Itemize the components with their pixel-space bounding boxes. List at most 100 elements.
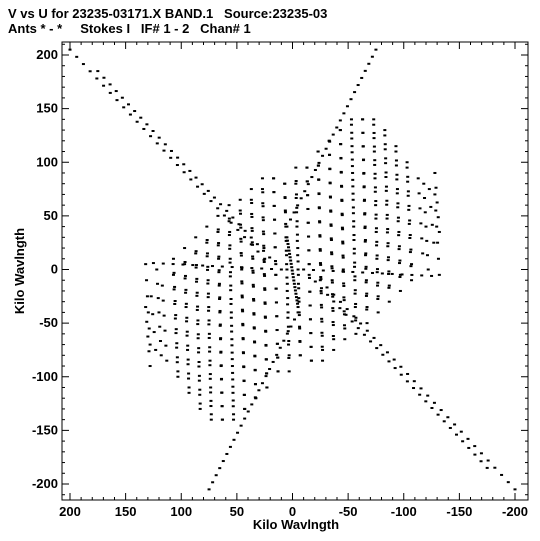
uv-point <box>359 322 363 325</box>
uv-point <box>316 164 320 167</box>
uv-point <box>202 192 206 195</box>
uv-point <box>263 257 267 260</box>
uv-point <box>354 319 358 322</box>
uv-point <box>408 236 412 239</box>
uv-point <box>284 236 288 239</box>
x-tick-label: -100 <box>391 504 417 519</box>
uv-point <box>394 159 398 162</box>
uv-point <box>374 48 378 51</box>
uv-point <box>386 242 390 245</box>
uv-point <box>240 294 244 297</box>
uv-point <box>144 263 148 266</box>
uv-point <box>219 351 223 354</box>
uv-point <box>375 257 379 260</box>
uv-point <box>185 316 189 319</box>
uv-point <box>285 282 289 285</box>
uv-point <box>197 365 201 368</box>
uv-point <box>351 270 355 273</box>
uv-point <box>208 359 212 362</box>
uv-point <box>370 55 374 58</box>
uv-point <box>206 282 210 285</box>
uv-point <box>208 346 212 349</box>
uv-point <box>240 308 244 311</box>
uv-point <box>395 178 399 181</box>
uv-point <box>362 158 366 161</box>
uv-point <box>198 407 202 410</box>
uv-point <box>171 257 175 260</box>
uv-point <box>486 459 490 462</box>
uv-point <box>285 268 289 271</box>
uv-point <box>282 339 286 342</box>
uv-point <box>209 418 213 421</box>
uv-point <box>255 243 259 246</box>
uv-point <box>196 319 200 322</box>
uv-point <box>272 204 276 207</box>
uv-point <box>420 274 424 277</box>
chart-title: V vs U for 23235-03171.X BAND.1 Source:2… <box>8 6 328 21</box>
uv-point <box>343 327 347 330</box>
uv-point <box>319 292 323 295</box>
uv-point <box>364 294 368 297</box>
uv-point <box>436 241 440 244</box>
uv-point <box>251 269 255 272</box>
uv-point <box>276 370 280 373</box>
uv-point <box>296 204 300 207</box>
uv-point <box>206 296 210 299</box>
uv-point <box>331 321 335 324</box>
x-tick-label: 100 <box>170 504 192 519</box>
uv-point <box>353 289 357 292</box>
uv-point <box>340 214 344 217</box>
uv-point <box>406 175 410 178</box>
uv-point <box>466 437 470 440</box>
uv-point <box>330 267 334 270</box>
uv-point <box>387 284 391 287</box>
uv-point <box>250 215 254 218</box>
uv-point <box>385 231 389 234</box>
uv-point <box>406 372 410 375</box>
uv-point <box>155 142 159 145</box>
uv-point <box>191 264 195 267</box>
uv-point <box>228 261 232 264</box>
uv-point <box>372 137 376 140</box>
uv-point <box>364 254 368 257</box>
uv-point <box>397 245 401 248</box>
uv-point <box>442 420 446 423</box>
uv-point <box>147 327 151 330</box>
uv-point <box>218 311 222 314</box>
y-tick-label: -150 <box>32 422 58 437</box>
uv-point <box>350 320 354 323</box>
uv-point <box>218 323 222 326</box>
uv-point <box>159 354 163 357</box>
uv-point <box>236 431 240 434</box>
uv-point <box>289 325 293 328</box>
uv-point <box>195 280 199 283</box>
uv-point <box>406 194 410 197</box>
uv-point <box>265 372 269 375</box>
uv-point <box>295 239 299 242</box>
uv-point <box>135 120 139 123</box>
uv-point <box>205 239 209 242</box>
uv-point <box>338 119 342 122</box>
uv-point <box>329 224 333 227</box>
uv-point <box>485 466 489 469</box>
uv-point <box>220 405 224 408</box>
uv-point <box>183 247 187 250</box>
uv-point <box>424 400 428 403</box>
uv-point <box>207 306 211 309</box>
uv-point <box>433 193 437 196</box>
uv-point <box>242 379 246 382</box>
uv-point <box>291 272 295 275</box>
uv-point <box>251 271 255 274</box>
uv-point <box>228 275 232 278</box>
uv-point <box>292 211 296 214</box>
uv-point <box>352 315 356 318</box>
uv-point <box>261 219 265 222</box>
uv-point <box>331 334 335 337</box>
uv-point <box>396 202 400 205</box>
uv-point <box>374 230 378 233</box>
uv-point <box>292 279 296 282</box>
uv-point <box>108 91 112 94</box>
uv-point <box>385 217 389 220</box>
uv-point <box>287 340 291 342</box>
uv-point <box>353 279 357 282</box>
